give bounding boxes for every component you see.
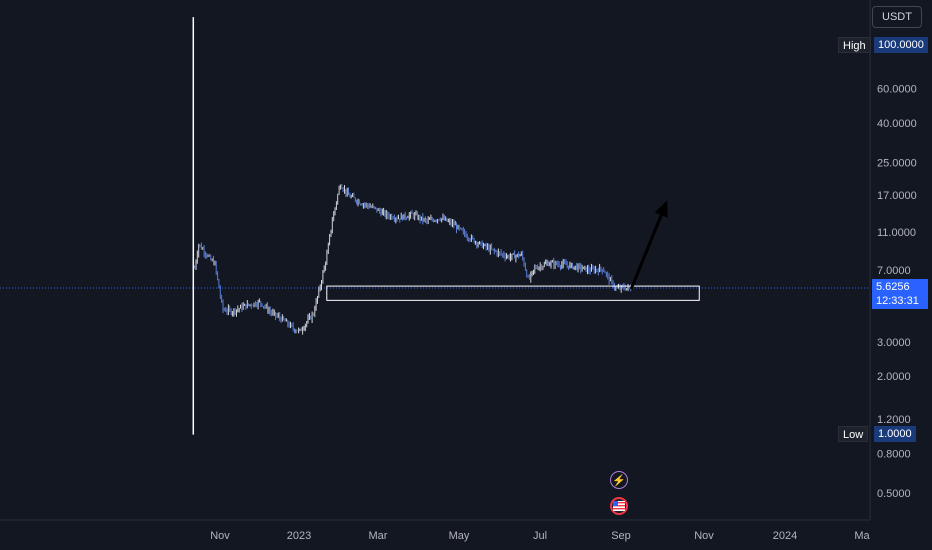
high-value: 100.0000	[878, 39, 924, 51]
price-tick-label-8: 3.0000	[877, 337, 911, 349]
price-tick-label-2: 40.0000	[877, 118, 917, 130]
time-tick-label-6: Nov	[694, 530, 714, 542]
price-tick-label-1: 60.0000	[877, 84, 917, 96]
currency-button[interactable]: USDT	[872, 6, 922, 28]
time-tick-label-1: 2023	[287, 530, 311, 542]
low-value: 1.0000	[878, 428, 912, 440]
high-value-tag: 100.0000	[874, 37, 928, 53]
time-tick-label-8: Ma	[854, 530, 870, 542]
currency-label: USDT	[882, 11, 912, 23]
price-tick-label-12: 0.8000	[877, 448, 911, 460]
time-tick-label-0: Nov	[210, 530, 230, 542]
price-tick-label-3: 25.0000	[877, 158, 917, 170]
time-tick-label-2: Mar	[369, 530, 388, 542]
price-tick-label-9: 2.0000	[877, 371, 911, 383]
high-label-tag: High	[838, 37, 871, 53]
arrow-shaft	[629, 214, 663, 290]
price-tick-label-4: 17.0000	[877, 190, 917, 202]
arrow-head	[654, 200, 668, 218]
time-tick-label-4: Jul	[533, 530, 547, 542]
time-tick-label-5: Sep	[611, 530, 631, 542]
high-label: High	[843, 40, 866, 52]
price-tick-label-5: 11.0000	[877, 227, 916, 239]
arrow-annotation	[629, 200, 668, 290]
time-tick-label-7: 2024	[773, 530, 797, 542]
low-label-tag: Low	[838, 426, 869, 442]
support-zone-rectangle	[326, 285, 700, 301]
low-label: Low	[843, 429, 864, 441]
us-flag-icon[interactable]	[610, 497, 628, 515]
time-axis-ticks: Nov 2023 Mar May Jul Sep Nov 2024 Ma	[210, 530, 870, 542]
lightning-icon[interactable]: ⚡	[610, 471, 628, 489]
bar-countdown: 12:33:31	[876, 295, 919, 307]
last-price-value: 5.6256	[876, 281, 910, 293]
low-value-tag: 1.0000	[874, 426, 916, 442]
price-tick-label-6: 7.0000	[877, 265, 911, 277]
price-tick-label-13: 0.5000	[877, 488, 911, 500]
candles	[194, 184, 632, 335]
price-axis-ticks: 60.0000 40.0000 25.0000 17.0000 11.0000 7.000…	[877, 84, 917, 501]
time-tick-label-3: May	[449, 530, 470, 542]
price-tick-label-10: 1.2000	[877, 414, 911, 426]
last-price-tag: 5.6256 12:33:31	[872, 279, 928, 309]
